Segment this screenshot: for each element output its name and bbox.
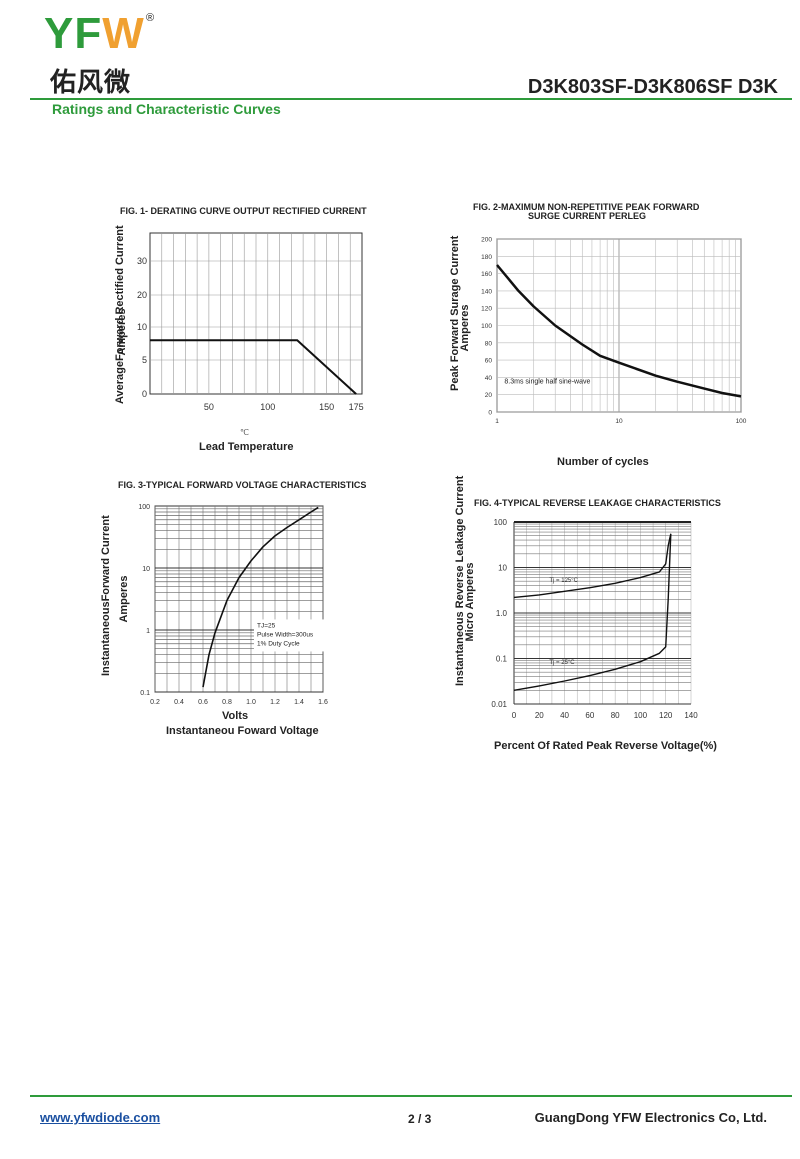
fig4-chart: 0.01 0.1 1.0 10 100 0 20 40 60 80 100 120 140 Tj = 12… [491,518,698,720]
fig2-annotation: 8.3ms single half sine-wave [504,378,590,385]
fig3-annotation-text: Pulse Width=300us [257,631,314,638]
fig3-ytick-label: 100 [138,504,150,511]
fig1-xtick-label: 175 [349,402,364,412]
website-link[interactable]: www.yfwdiode.com [40,1110,161,1125]
fig4-xtick-label: 80 [611,711,620,720]
fig2-ytick-label: 180 [481,254,492,261]
logo: YFW ® 佑风微 [44,9,164,99]
fig1-ytick-label: 0 [142,389,147,399]
fig3-xlabel2: Instantaneou Foward Voltage [166,725,319,737]
fig4-ytick-label: 0.01 [491,700,507,709]
fig3-xtick-label: 1.2 [270,699,280,706]
fig3-annotation-box [254,619,334,652]
fig4-xtick-label: 60 [585,711,594,720]
fig3-series-line [202,506,319,688]
fig3-xtick-label: 0.6 [198,699,208,706]
fig3-xtick-label: 0.4 [174,699,184,706]
fig1-ytick-label: 5 [142,355,147,365]
fig2-xlabel: Number of cycles [557,456,649,468]
fig2-title: FIG. 2-MAXIMUM NON-REPETITIVE PEAK FORWA… [473,202,700,212]
logo-chinese: 佑风微 [50,68,132,98]
fig2-ylabel2: Amperes [459,304,471,352]
fig3-annotation-text: TJ=25 [257,622,276,629]
fig3-xlabel: Volts [222,710,249,722]
fig1-xlabel: Lead Temperature [199,441,294,453]
fig1-ytick-label: 20 [137,290,147,300]
fig2-ytick-label: 40 [485,375,493,382]
fig1-title: FIG. 1- DERATING CURVE OUTPUT RECTIFIED … [120,206,367,216]
fig1-xtick-label: 100 [260,402,275,412]
part-number: D3K803SF-D3K806SF D3K [527,76,778,98]
fig4-series-line-1 [513,533,672,599]
fig1-chart: 0 5 10 20 30 50 100 150 175 [137,232,364,412]
fig1-xunit: ℃ [240,428,249,437]
fig4-xtick-label: 120 [659,711,673,720]
fig2-ytick-label: 60 [485,358,493,365]
fig3-annotation-text: 1% Duty Cycle [257,640,300,647]
fig4-series-label-2: Tj = 25°C [549,660,575,666]
section-title: Ratings and Characteristic Curves [52,101,281,117]
fig4-xtick-label: 20 [535,711,544,720]
fig2-ytick-label: 80 [485,340,493,347]
fig2-ytick-label: 200 [481,237,492,244]
fig4-title: FIG. 4-TYPICAL REVERSE LEAKAGE CHARACTER… [474,498,721,508]
fig1-ytick-label: 10 [137,322,147,332]
fig4-xtick-label: 140 [684,711,698,720]
fig2-ytick-label: 100 [481,323,492,330]
logo-latin-w: W [102,9,145,58]
fig4-xlabel: Percent Of Rated Peak Reverse Voltage(%) [494,740,717,752]
fig4-xtick-label: 40 [560,711,569,720]
fig3-xtick-label: 1.6 [318,699,328,706]
fig3-ytick-label: 10 [142,566,150,573]
fig3-xtick-label: 0.2 [150,699,160,706]
fig1-ylabel2: Amperes [116,308,128,356]
page-number: 2 / 3 [408,1112,432,1126]
registered-mark: ® [146,12,155,24]
fig4-ytick-label: 0.1 [496,655,508,664]
fig1-xtick-label: 150 [319,402,334,412]
fig4-ytick-label: 1.0 [496,609,508,618]
fig2-ytick-label: 160 [481,271,492,278]
fig3-ytick-label: 1 [146,628,150,635]
footer-rule [30,1095,792,1097]
fig3-ytick-label: 0.1 [140,690,150,697]
fig2-xtick-label: 1 [495,418,499,425]
fig2-ytick-label: 20 [485,392,493,399]
fig4-xtick-label: 0 [512,711,517,720]
fig2-series-line [496,264,742,398]
fig4-series-line-2 [513,533,672,691]
fig3-xtick-label: 1.0 [246,699,256,706]
fig2-ytick-label: 0 [488,410,492,417]
fig4-ylabel2: Micro Amperes [464,562,476,642]
fig4-series-label-1: Tj = 125°C [549,578,578,584]
header-rule [30,98,792,100]
fig4-ytick-label: 100 [494,518,508,527]
fig1-series-line [150,339,357,395]
fig4-ytick-label: 10 [498,564,507,573]
fig3-xtick-label: 1.4 [294,699,304,706]
fig2-title2: SURGE CURRENT PERLEG [528,211,647,221]
logo-latin-y: YF [44,9,103,58]
fig1-ytick-label: 30 [137,256,147,266]
fig1-xtick-label: 50 [204,402,214,412]
fig3-chart: 0.1 1 10 100 0.2 0.4 0.6 0.8 1.0 1.2 1.4 1.6 TJ=25 Pu… [138,504,334,706]
fig2-xtick-label: 10 [615,418,623,425]
fig2-chart: 0 20 40 60 80 100 120 140 160 180 200 1 10 100 8.3ms s… [481,237,747,426]
fig2-xtick-label: 100 [736,418,747,425]
fig3-title: FIG. 3-TYPICAL FORWARD VOLTAGE CHARACTER… [118,480,367,490]
company-name: GuangDong YFW Electronics Co, Ltd. [534,1110,767,1125]
fig2-ytick-label: 140 [481,288,492,295]
fig2-ytick-label: 120 [481,306,492,313]
fig3-xtick-label: 0.8 [222,699,232,706]
fig4-xtick-label: 100 [634,711,648,720]
